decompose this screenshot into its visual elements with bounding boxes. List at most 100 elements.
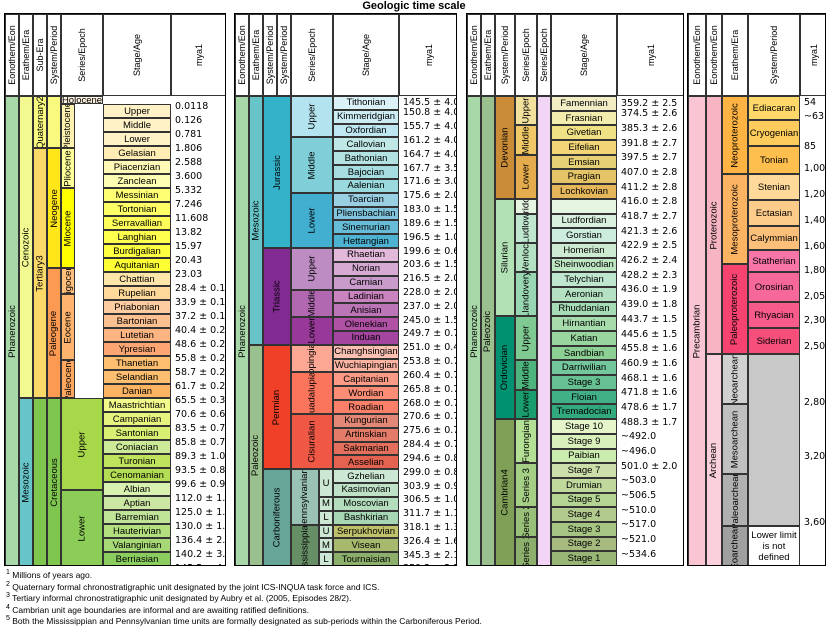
mya-value: ~63 <box>804 110 825 122</box>
stage-cell: Chattian <box>103 272 171 286</box>
mya-value: 203.6 ± 1.5 <box>403 259 457 271</box>
epoch-pleistocene: Pleistocene <box>61 104 75 148</box>
stage-cell: Induan <box>333 331 399 345</box>
mya-value: 245.0 ± 1.5 <box>403 314 457 326</box>
stage-cell: Kimmeridgian <box>333 109 399 124</box>
epoch-series1: Series 1 <box>515 536 537 565</box>
period-cell: Rhyacian <box>748 302 800 328</box>
mya-value: 359.2 ± 2.5 <box>621 97 678 109</box>
mya-value: 2,80 <box>804 396 826 408</box>
stage-cell: Stage 1 <box>551 551 617 565</box>
stage-cell: Stage 3 <box>551 521 617 537</box>
eon-proterozoic: Proterozoic <box>706 96 722 354</box>
mya-value: 136.4 ± 2.0 <box>175 534 226 546</box>
panel-paleozoic: Eonothem/Eon Erathem/Era System/Period Seri… <box>466 13 684 566</box>
period-devonian: Devonian <box>495 96 515 199</box>
column-header: Stage/Age <box>333 14 399 96</box>
epoch-middle-triassic: Middle <box>291 289 333 318</box>
column-header: Eonothem/Eon <box>5 14 19 96</box>
epoch-upper-cretaceous: Upper <box>61 398 103 490</box>
mya-value: ~510.0 <box>621 504 657 516</box>
footnote: 4 Cambrian unit age boundaries are infor… <box>6 603 309 615</box>
stage-cell: Eifelian <box>551 140 617 155</box>
mya-value: 439.0 ± 1.8 <box>621 299 678 311</box>
footnote-text: Cambrian unit age boundaries are informa… <box>9 604 309 615</box>
mya-value: ~503.0 <box>621 475 657 487</box>
mya-value: 161.2 ± 4.0 <box>403 134 457 146</box>
stage-cell: Hirnantian <box>551 316 617 331</box>
period-cell: Stenian <box>748 174 800 200</box>
stage-cell: Moscovian <box>333 496 399 511</box>
epoch-guadalupian: Guadalupian <box>291 372 333 414</box>
stage-cell: Serpukhovian <box>333 524 399 539</box>
period-cell: Tonian <box>748 146 800 174</box>
mya-value: 542.0 ± 1.0 <box>617 562 683 565</box>
mya-value: 3,60 <box>804 516 826 528</box>
stage-cell: Aquitanian <box>103 258 171 272</box>
footnote-number: 3 <box>6 592 10 599</box>
column-header: Eonothem/Eon <box>706 14 722 96</box>
stage-cell: Cenomanian <box>103 468 171 482</box>
mya-value: ~534.6 <box>621 548 657 560</box>
footnote-text: Both the Mississippian and Pennsylvanian… <box>9 615 482 626</box>
mya-value: 93.5 ± 0.8 <box>175 464 226 476</box>
series-marker: U <box>319 524 333 539</box>
period-permian: Permian <box>263 344 291 470</box>
mya-value: 3,20 <box>804 450 826 462</box>
mya-value: 418.7 ± 2.7 <box>621 211 678 222</box>
mya-value: 311.7 ± 1.1 <box>403 508 457 520</box>
epoch-eocene: Eocene <box>61 294 75 360</box>
footnote: 3 Tertiary informal chronostratigraphic … <box>6 591 351 603</box>
stage-cell: Anisian <box>333 303 399 318</box>
epoch-middle-jurassic: Middle <box>291 137 333 193</box>
stage-cell: Tithonian <box>333 96 399 110</box>
column-header: Eonothem/Eon <box>467 14 481 96</box>
mya-value: 130.0 ± 1.5 <box>175 520 226 532</box>
column-header: Eonothem/Eon <box>235 14 249 96</box>
mya-value: ~521.0 <box>621 534 657 546</box>
mya-value: 145.5 ± 4.0 <box>403 97 457 109</box>
mya-value: 155.7 ± 4.0 <box>403 121 457 133</box>
mya-value: ~506.5 <box>621 490 657 502</box>
column-header: System/Period <box>748 14 800 96</box>
epoch-pliocene: Pliocene <box>61 148 75 188</box>
mya-value: 112.0 ± 1.0 <box>175 492 226 504</box>
mya-value: 407.0 ± 2.8 <box>621 166 678 178</box>
mya-value: 28.4 ± 0.1 <box>175 282 226 294</box>
epoch-upper-triassic: Upper <box>291 248 333 290</box>
mya-value: 145.5 ± 4.0 <box>171 561 225 566</box>
epoch-upper-devonian: Upper <box>515 96 537 126</box>
eon-phanerozoic: Phanerozoic <box>5 96 19 565</box>
stage-cell: Gelasian <box>103 146 171 160</box>
stage-cell: Barremian <box>103 510 171 524</box>
page-title: Geologic time scale <box>362 0 466 12</box>
lower-limit-note: Lower limit is not defined <box>748 526 800 565</box>
mya-value: 326.4 ± 1.6 <box>403 535 457 547</box>
period-cell: Siderian <box>748 328 800 354</box>
series-marker: M <box>319 496 333 511</box>
stage-cell: Roadian <box>333 400 399 414</box>
mya-value: 171.6 ± 3.0 <box>403 176 457 188</box>
mya-value: 294.6 ± 0.8 <box>403 452 457 464</box>
mya-value: 345.3 ± 2.1 <box>403 549 457 561</box>
mya-value: 436.0 ± 1.9 <box>621 284 678 296</box>
stage-cell: Tortonian <box>103 202 171 216</box>
epoch-upper-jurassic: Upper <box>291 96 333 138</box>
mya-value: 411.2 ± 2.8 <box>621 181 678 193</box>
mya-value: 1,80 <box>804 264 826 276</box>
footnote-text: Tertiary informal chronostratigraphic un… <box>9 592 352 603</box>
period-silurian: Silurian <box>495 198 515 317</box>
epoch-upper-ordovician: Upper <box>515 316 537 361</box>
stage-cell: Lutetian <box>103 328 171 342</box>
stage-cell: Ypresian <box>103 342 171 356</box>
period-paleogene: Paleogene <box>47 268 61 398</box>
mya-value: 460.9 ± 1.6 <box>621 357 678 369</box>
blank <box>537 96 551 565</box>
stage-cell: Olenekian <box>333 317 399 331</box>
footnote: 2 Quaternary formal chronostratigraphic … <box>6 580 379 592</box>
stage-cell: Bajocian <box>333 165 399 179</box>
column-header: Stage/Age <box>551 14 617 96</box>
epoch-ludlow: Ludlow <box>515 213 537 243</box>
stage-cell: Floian <box>551 389 617 405</box>
stage-cell: Visean <box>333 538 399 553</box>
